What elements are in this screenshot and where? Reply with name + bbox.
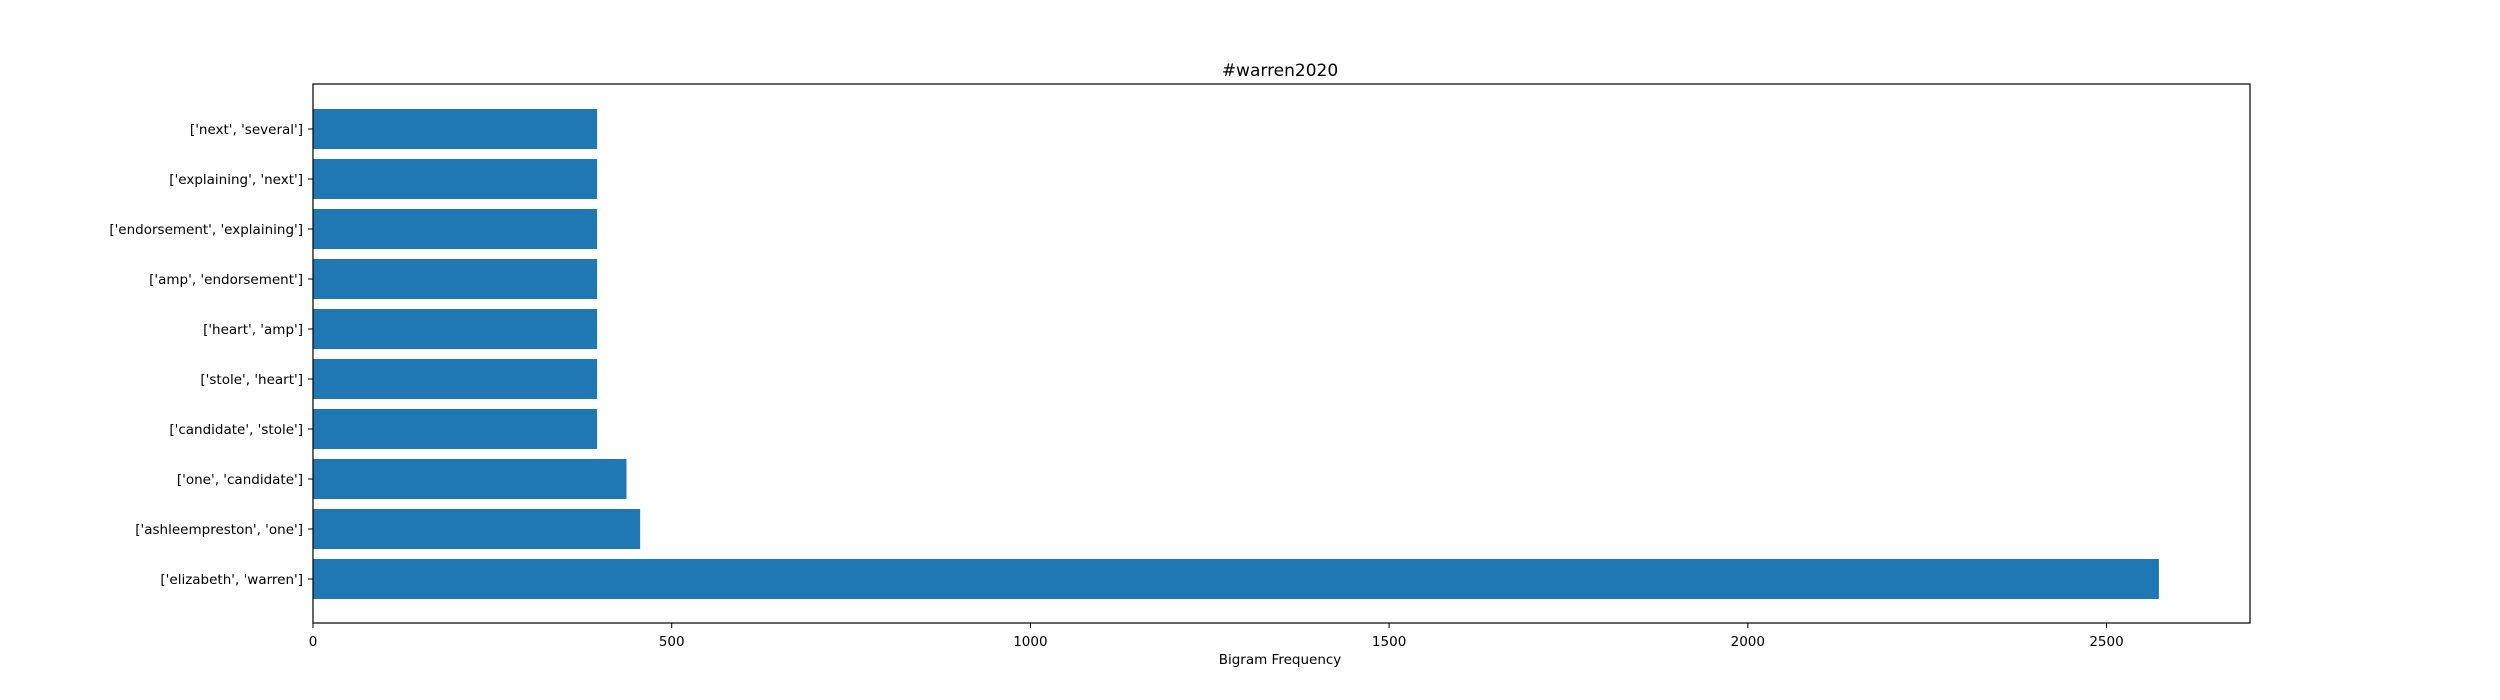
y-axis-ticks: ['elizabeth', 'warren'] ['ashleempreston'… (109, 122, 313, 588)
y-tick-label: ['amp', 'endorsement'] (149, 272, 303, 288)
y-tick-label: ['endorsement', 'explaining'] (109, 222, 303, 238)
x-axis-ticks: 0 500 1000 1500 2000 2500 (309, 623, 2124, 650)
bar (313, 309, 598, 349)
x-tick-label: 1500 (1372, 634, 1406, 650)
bar (313, 209, 598, 249)
chart-title: #warren2020 (1222, 61, 1338, 81)
bar (313, 409, 598, 449)
x-tick-label: 2500 (2089, 634, 2123, 650)
y-tick-label: ['next', 'several'] (190, 122, 303, 138)
bar (313, 159, 598, 199)
y-tick-label: ['ashleempreston', 'one'] (135, 522, 303, 538)
y-tick-label: ['stole', 'heart'] (200, 372, 303, 388)
x-tick-label: 1000 (1013, 634, 1047, 650)
bar (313, 109, 598, 149)
y-tick-label: ['candidate', 'stole'] (169, 422, 303, 438)
x-tick-label: 2000 (1731, 634, 1765, 650)
x-tick-label: 500 (659, 634, 685, 650)
bar (313, 559, 2159, 599)
bar (313, 459, 627, 499)
y-tick-label: ['heart', 'amp'] (203, 322, 303, 338)
bar (313, 359, 598, 399)
y-tick-label: ['elizabeth', 'warren'] (160, 572, 303, 588)
x-axis-label: Bigram Frequency (1219, 652, 1342, 668)
bars-group (313, 109, 2159, 599)
y-tick-label: ['one', 'candidate'] (177, 472, 303, 488)
bar (313, 259, 598, 299)
plot-frame (312, 83, 2251, 624)
x-tick-label: 0 (309, 634, 318, 650)
bar (313, 509, 641, 549)
y-tick-label: ['explaining', 'next'] (169, 172, 303, 188)
